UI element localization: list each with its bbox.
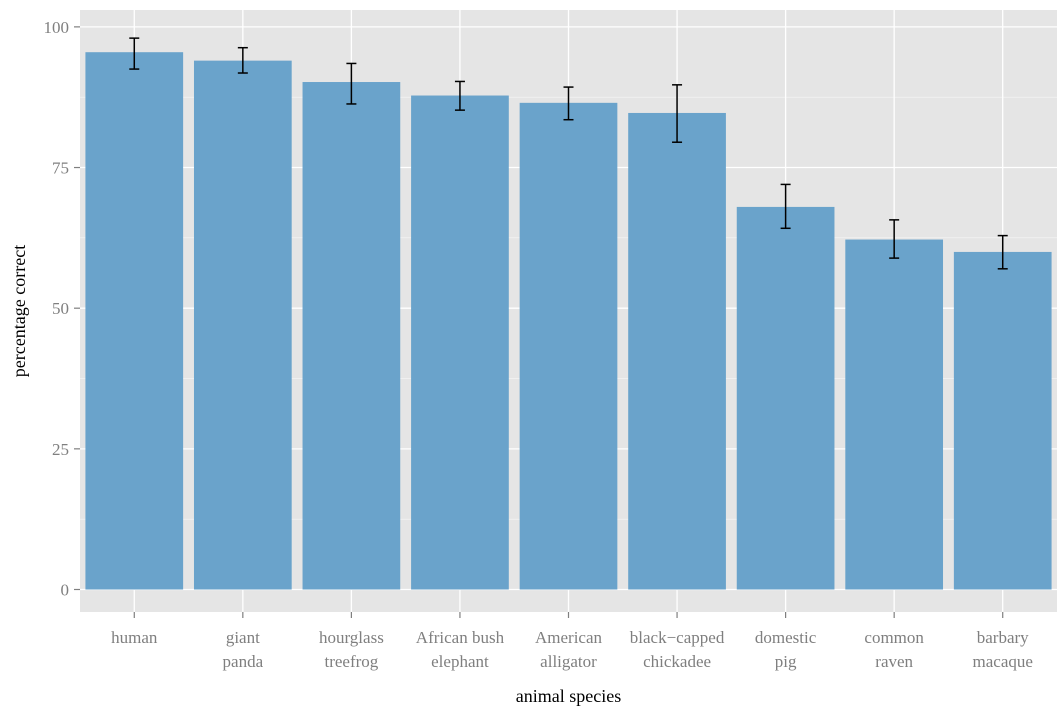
bar [953,251,1052,590]
error-bar [563,86,574,121]
error-bar [889,219,900,259]
x-tick-label: domestic pig [755,628,817,671]
error-bar [129,37,140,70]
y-axis: 0 25 50 75 100 [44,18,80,599]
y-tick-label: 0 [61,580,70,599]
y-axis-title: percentage correct [9,245,29,377]
bar [845,239,944,590]
x-tick-label: American alligator [535,628,603,671]
y-tick-label: 25 [52,440,69,459]
error-bar [346,62,357,105]
x-tick-label: human [111,628,158,647]
error-bar [454,80,465,111]
x-tick-label: black−capped chickadee [630,628,725,671]
bar [302,82,401,590]
error-bar [997,234,1008,270]
bar [193,60,292,590]
y-tick-label: 100 [44,18,70,37]
bar [628,112,726,590]
bar [736,206,835,590]
x-tick-label: giant panda [223,628,264,671]
bar [411,95,509,590]
error-bar [780,183,791,230]
error-bar [237,46,248,74]
x-tick-label: barbary macaque [973,628,1033,671]
x-tick-label: common raven [864,628,924,671]
bar [85,52,184,590]
y-tick-label: 50 [52,299,69,318]
y-tick-label: 75 [52,159,69,178]
bar [519,102,618,590]
x-tick-label: African bush elephant [416,628,505,671]
x-tick-label: hourglass treefrog [319,628,384,671]
x-axis-title: animal species [516,686,621,706]
error-bars [129,37,1008,270]
error-bar [672,84,683,143]
bars [85,52,1052,590]
x-axis: human giant panda hourglass treefrog African … [111,612,1033,671]
